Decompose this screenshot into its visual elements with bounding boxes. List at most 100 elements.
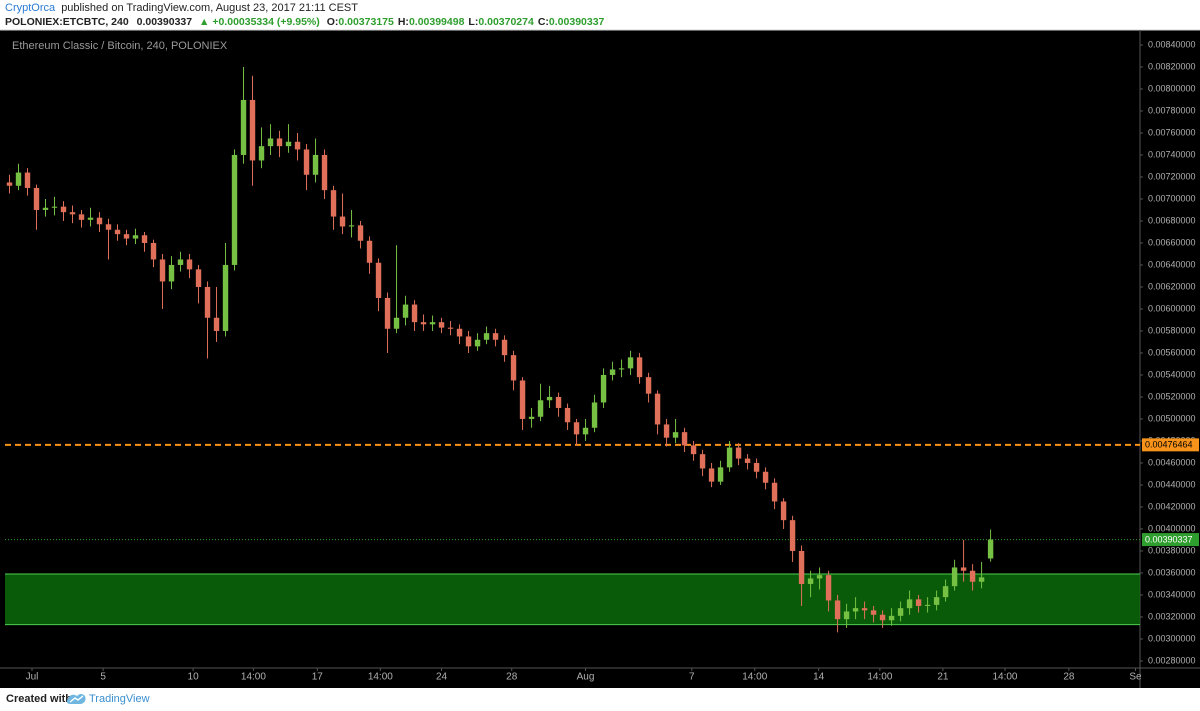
candle-body — [978, 577, 985, 582]
candle-body — [924, 604, 931, 606]
candle-body — [69, 212, 76, 215]
brand[interactable]: TradingView — [89, 693, 150, 705]
y-tick-label: 0.00320000 — [1148, 611, 1196, 621]
candle-body — [303, 149, 310, 175]
candle-body — [735, 447, 742, 459]
candle-body — [42, 207, 49, 210]
candle-body — [105, 224, 112, 230]
candle-body — [330, 190, 337, 217]
x-tick-label: 14:00 — [241, 672, 266, 683]
price-level-box — [1142, 438, 1199, 452]
candle-body — [906, 599, 913, 609]
candle-body — [195, 269, 202, 287]
published-text: published on TradingView.com, August 23,… — [61, 2, 358, 14]
header-line-2: POLONIEX:ETCBTC, 240 0.00390337 ▲ +0.000… — [5, 16, 605, 28]
candle-body — [933, 597, 940, 605]
candle-body — [276, 138, 283, 147]
candle-body — [600, 374, 607, 403]
candle-body — [483, 333, 490, 340]
x-tick-label: 5 — [100, 672, 106, 683]
candle-body — [942, 586, 949, 598]
y-tick-label: 0.00560000 — [1148, 347, 1196, 357]
y-tick-label: 0.00820000 — [1148, 61, 1196, 71]
candle-body — [888, 615, 895, 621]
ohlc-value: 0.00370274 — [478, 16, 534, 28]
y-tick-label: 0.00740000 — [1148, 149, 1196, 159]
y-tick-label: 0.00660000 — [1148, 237, 1196, 247]
plot — [5, 66, 1140, 633]
candle-body — [33, 187, 40, 210]
candle-body — [294, 141, 301, 150]
candle-body — [168, 264, 175, 282]
support-zone — [5, 574, 1140, 625]
x-tick-label: 14:00 — [867, 672, 892, 683]
logo-line — [69, 695, 84, 703]
x-tick-label: 14:00 — [368, 672, 393, 683]
candle-body — [555, 396, 562, 408]
candle-body — [645, 377, 652, 394]
candle-body — [384, 297, 391, 329]
candle-body — [834, 600, 841, 620]
candle-body — [870, 610, 877, 615]
y-tick-label: 0.00280000 — [1148, 655, 1196, 665]
candle-body — [672, 432, 679, 438]
x-tick-label: 17 — [312, 672, 324, 683]
candle-body — [51, 206, 58, 208]
candle-body — [114, 229, 121, 235]
y-tick-label: 0.00720000 — [1148, 171, 1196, 181]
candle-body — [609, 369, 616, 375]
y-tick-label: 0.00760000 — [1148, 127, 1196, 137]
candle-body — [582, 427, 589, 435]
x-tick-label: Jul — [26, 672, 39, 683]
candle-body — [6, 182, 13, 186]
y-tick-label: 0.00700000 — [1148, 193, 1196, 203]
y-tick-label: 0.00680000 — [1148, 215, 1196, 225]
y-tick-label: 0.00580000 — [1148, 325, 1196, 335]
y-tick-label: 0.00360000 — [1148, 567, 1196, 577]
chart-title: Ethereum Classic / Bitcoin, 240, POLONIE… — [12, 40, 228, 52]
candle-body — [123, 234, 130, 239]
candle-body — [447, 327, 454, 329]
candle-body — [771, 482, 778, 502]
candle-body — [186, 259, 193, 270]
candle-body — [339, 216, 346, 227]
y-tick-label: 0.00800000 — [1148, 83, 1196, 93]
candle-body — [231, 154, 238, 265]
candle-body — [141, 235, 148, 243]
y-tick-label: 0.00340000 — [1148, 589, 1196, 599]
candle-body — [15, 172, 22, 186]
y-tick-label: 0.00500000 — [1148, 413, 1196, 423]
y-tick-label: 0.00840000 — [1148, 39, 1196, 49]
candle-body — [438, 322, 445, 328]
candle-body — [663, 424, 670, 438]
x-tick-label: 10 — [188, 672, 200, 683]
price-level-label: 0.00390337 — [1145, 534, 1193, 544]
candle-body — [312, 154, 319, 175]
ohlc-label: O: — [327, 16, 339, 28]
candle-body — [726, 447, 733, 468]
candle-body — [654, 393, 661, 425]
candle-body — [564, 407, 571, 423]
tradingview-logo[interactable] — [66, 694, 86, 704]
candle-body — [744, 458, 751, 463]
candle-body — [843, 611, 850, 620]
candle-body — [879, 614, 886, 621]
x-tick-label: 24 — [436, 672, 448, 683]
y-tick-label: 0.00540000 — [1148, 369, 1196, 379]
ohlc-label: C: — [538, 16, 549, 28]
candle-body — [465, 336, 472, 347]
candle-body — [798, 550, 805, 584]
candle-body — [222, 264, 229, 331]
candle-body — [987, 539, 994, 559]
candle-body — [699, 454, 706, 469]
candle-body — [249, 99, 256, 161]
candle-body — [267, 138, 274, 147]
author-link[interactable]: CryptOrca — [5, 2, 56, 14]
candle-body — [681, 432, 688, 446]
ohlc-value: 0.00390337 — [549, 16, 605, 28]
candle-body — [717, 467, 724, 482]
ohlc-value: 0.00373175 — [338, 16, 394, 28]
y-tick-label: 0.00780000 — [1148, 105, 1196, 115]
candle-body — [393, 317, 400, 329]
